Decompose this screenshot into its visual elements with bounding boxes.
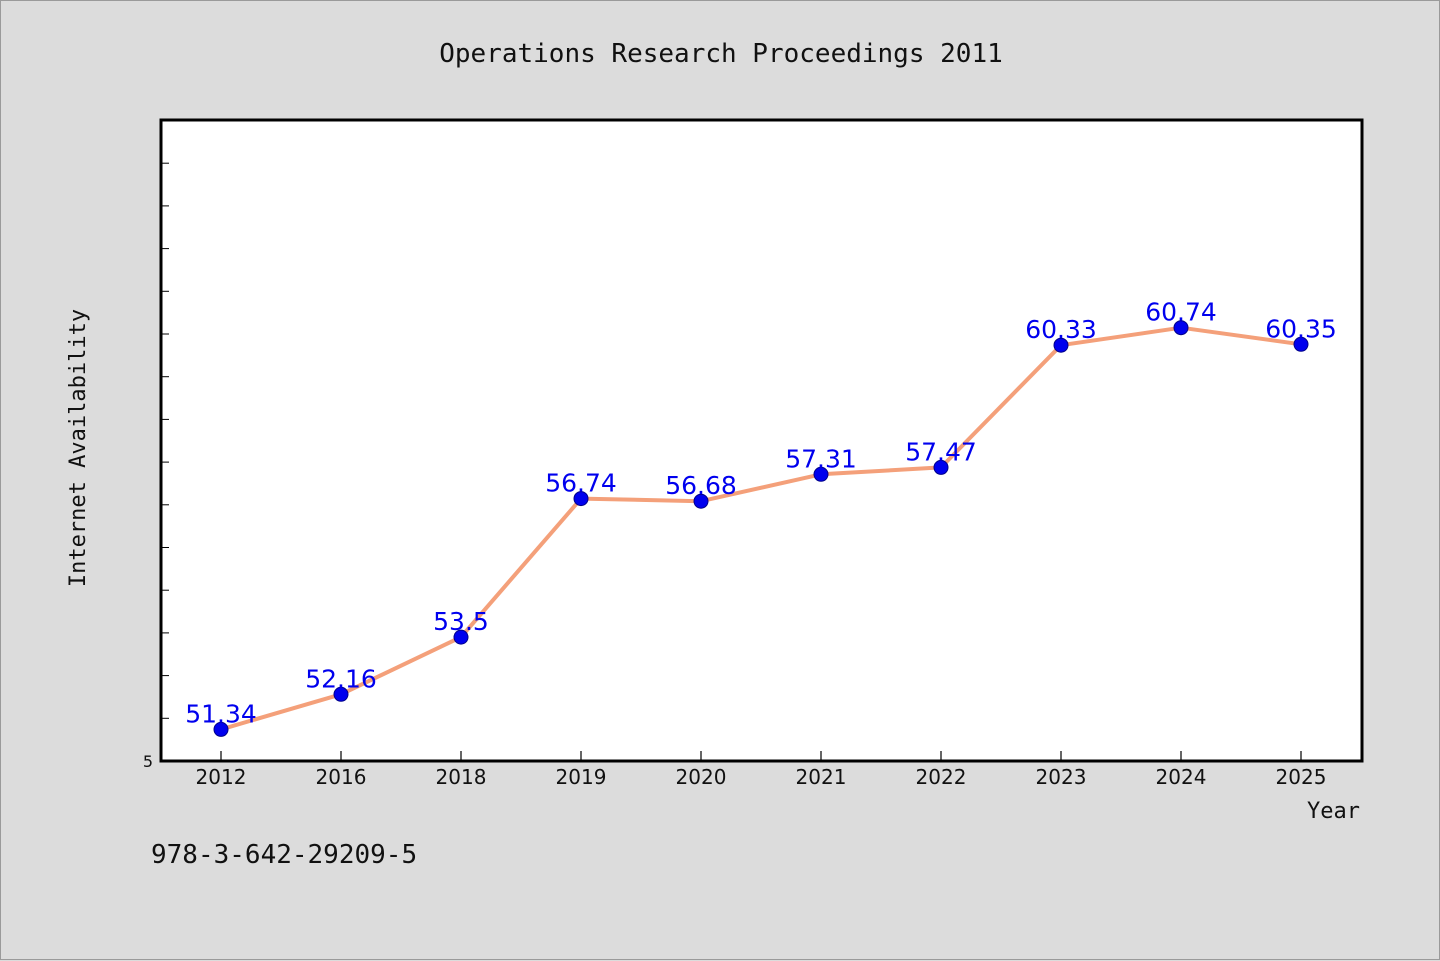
data-label: 60.35 (1265, 314, 1337, 343)
data-point (573, 491, 589, 507)
y-axis-label: Internet Availability (66, 309, 91, 587)
x-tick-label: 2020 (676, 765, 727, 789)
data-point (813, 466, 829, 482)
x-tick-label: 2024 (1156, 765, 1207, 789)
data-point (933, 459, 949, 475)
data-label: 56.68 (665, 471, 737, 500)
x-tick-label: 2019 (556, 765, 607, 789)
x-tick-label: 2023 (1036, 765, 1087, 789)
data-label: 57.47 (905, 437, 977, 466)
x-tick-label: 2016 (316, 765, 367, 789)
chart-title: Operations Research Proceedings 2011 (439, 39, 1003, 69)
y-axis-ticks (161, 162, 169, 719)
data-label: 57.31 (785, 444, 857, 473)
x-tick-label: 2025 (1276, 765, 1327, 789)
data-point (693, 493, 709, 509)
x-tick-label: 2022 (916, 765, 967, 789)
data-label: 60.74 (1145, 298, 1217, 327)
x-tick-label: 2012 (196, 765, 247, 789)
data-label: 56.74 (545, 469, 617, 498)
data-point (213, 721, 229, 737)
plot-area (159, 118, 1364, 763)
x-axis-label: Year (1307, 799, 1360, 824)
data-label: 51.34 (185, 699, 257, 728)
x-tick-label: 2021 (796, 765, 847, 789)
data-label: 53.5 (433, 607, 489, 636)
x-axis: 2012 2016 2018 2019 2020 2021 2022 2023 2024 2025 (196, 751, 1327, 789)
series-layer: 51.34 52.16 53.5 56.74 56.68 57.31 57.47 60.33 6… (185, 298, 1337, 737)
isbn-label: 978-3-642-29209-5 (151, 840, 417, 870)
x-tick-label: 2018 (436, 765, 487, 789)
data-label: 60.33 (1025, 315, 1097, 344)
data-point (1173, 320, 1189, 336)
data-point (1053, 337, 1069, 353)
data-label: 52.16 (305, 664, 377, 693)
y-tick-label: 5 (143, 752, 153, 771)
data-point (333, 686, 349, 702)
data-point (1293, 336, 1309, 352)
data-point (453, 629, 469, 645)
series-line (219, 325, 1303, 732)
